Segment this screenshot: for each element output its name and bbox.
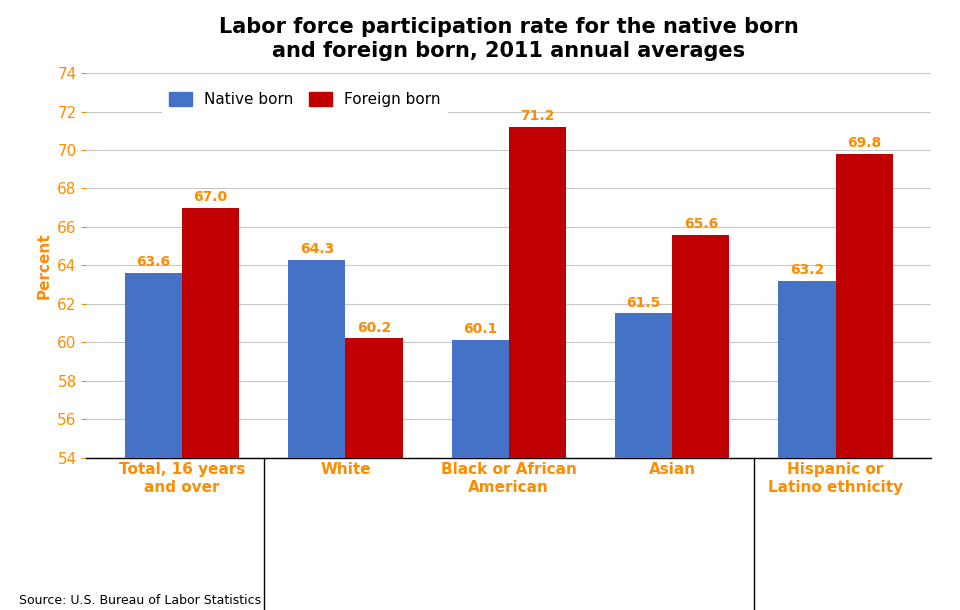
- Text: 60.2: 60.2: [357, 320, 391, 334]
- Legend: Native born, Foreign born: Native born, Foreign born: [161, 85, 448, 115]
- Bar: [509, 127, 566, 610]
- Bar: [779, 281, 835, 610]
- Text: 65.6: 65.6: [684, 217, 718, 231]
- Bar: [672, 235, 730, 610]
- Bar: [125, 273, 182, 610]
- Text: 60.1: 60.1: [463, 323, 497, 337]
- Text: 61.5: 61.5: [627, 295, 660, 309]
- Text: 63.6: 63.6: [136, 255, 171, 269]
- Y-axis label: Percent: Percent: [36, 232, 52, 299]
- Bar: [451, 340, 509, 610]
- Text: 67.0: 67.0: [194, 190, 228, 204]
- Bar: [288, 260, 346, 610]
- Bar: [346, 339, 402, 610]
- Title: Labor force participation rate for the native born
and foreign born, 2011 annual: Labor force participation rate for the n…: [219, 17, 799, 60]
- Text: 69.8: 69.8: [847, 136, 881, 150]
- Text: 63.2: 63.2: [790, 263, 824, 277]
- Bar: [835, 154, 893, 610]
- Text: 64.3: 64.3: [300, 242, 334, 256]
- Bar: [182, 207, 239, 610]
- Text: Source: U.S. Bureau of Labor Statistics: Source: U.S. Bureau of Labor Statistics: [19, 594, 261, 607]
- Text: 71.2: 71.2: [520, 109, 555, 123]
- Bar: [615, 314, 672, 610]
